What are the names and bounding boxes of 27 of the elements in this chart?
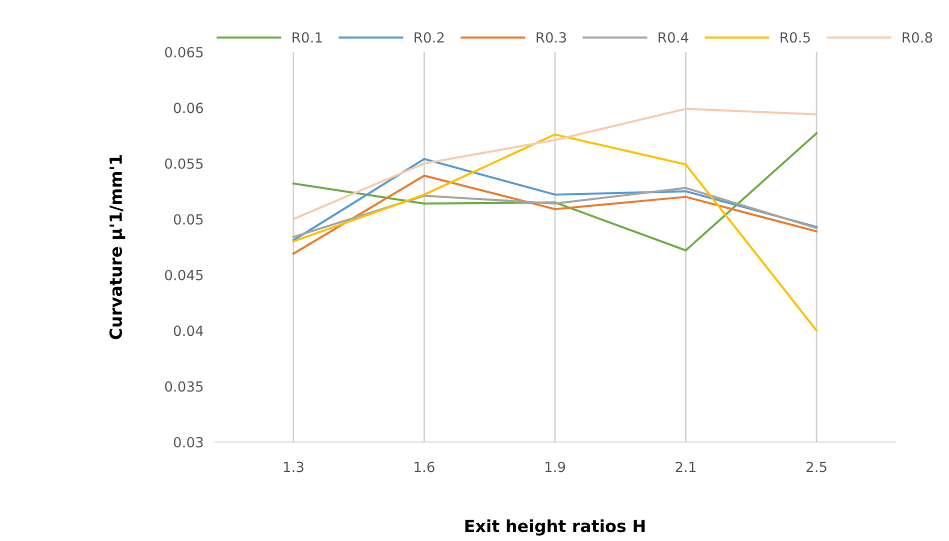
line-series [292, 108, 818, 220]
y-tick-label: 0.06 [174, 102, 204, 114]
legend-label: R0.3 [536, 32, 566, 43]
y-tick-label: 0.03 [174, 436, 203, 448]
line-series [292, 174, 818, 255]
y-axis-title: Curvature µ'1/mm'1 [109, 155, 126, 340]
legend-label: R0.8 [902, 32, 932, 43]
line-series [292, 158, 818, 242]
y-tick-label: 0.035 [165, 381, 203, 392]
x-tick-label: 1.6 [414, 462, 434, 472]
x-tick-label: 1.3 [284, 462, 304, 472]
y-tick-label: 0.055 [165, 158, 203, 169]
y-tick-label: 0.065 [165, 46, 203, 58]
x-tick-label: 2.1 [676, 462, 696, 472]
y-tick-label: 0.045 [165, 270, 203, 280]
line-series [292, 132, 818, 252]
y-tick-label: 0.04 [174, 326, 204, 336]
y-tick-label: 0.05 [174, 214, 203, 225]
x-tick-label: 2.5 [806, 462, 826, 472]
legend-label: R0.2 [414, 32, 444, 43]
x-axis-title: Exit height ratios H [465, 519, 645, 536]
line-series [292, 186, 818, 238]
x-tick-label: 1.9 [545, 462, 566, 472]
legend-label: R0.4 [658, 32, 688, 43]
line-series [292, 133, 818, 332]
legend-label: R0.5 [780, 32, 810, 43]
legend-label: R0.1 [292, 32, 322, 43]
